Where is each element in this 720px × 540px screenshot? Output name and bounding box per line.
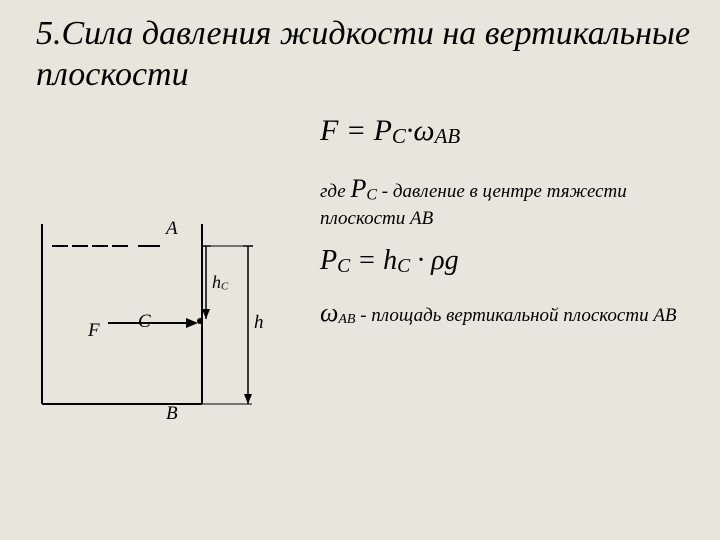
label-hc: hC bbox=[212, 272, 228, 293]
sym-rho-g: ρg bbox=[431, 245, 458, 276]
diagram-svg bbox=[30, 204, 280, 434]
label-B: В bbox=[166, 403, 178, 425]
slide-title: 5.Сила давления жидкости на вертикальные… bbox=[0, 0, 720, 96]
sym-P3: P bbox=[320, 245, 337, 276]
sym-omega: ω bbox=[413, 114, 434, 147]
formula-block: F = PC·ωAB где PC - давление в центре тя… bbox=[320, 114, 700, 329]
sub-C: C bbox=[392, 124, 406, 148]
sym-F: F bbox=[320, 114, 338, 147]
omega-description: ωAB - площадь вертикальной плоскости АВ bbox=[320, 298, 700, 328]
label-A: А bbox=[166, 218, 178, 240]
content-area: А В С F hC h F = PC·ωAB где PC - давлени… bbox=[0, 96, 720, 526]
pc-description: где PC - давление в центре тяжести плоск… bbox=[320, 171, 700, 232]
pressure-diagram: А В С F hC h bbox=[30, 204, 280, 414]
pc-formula: PC = hC · ρg bbox=[320, 245, 700, 278]
sym-omega2: ω bbox=[320, 298, 338, 327]
label-F: F bbox=[88, 320, 100, 342]
label-h: h bbox=[254, 312, 264, 334]
title-text: 5.Сила давления жидкости на вертикальные… bbox=[36, 15, 690, 93]
sym-P2: P bbox=[350, 174, 366, 203]
main-formula: F = PC·ωAB bbox=[320, 114, 700, 149]
sym-h: h bbox=[383, 245, 397, 276]
sym-P: P bbox=[374, 114, 392, 147]
label-C: С bbox=[138, 311, 151, 333]
sub-AB: AB bbox=[435, 124, 461, 148]
